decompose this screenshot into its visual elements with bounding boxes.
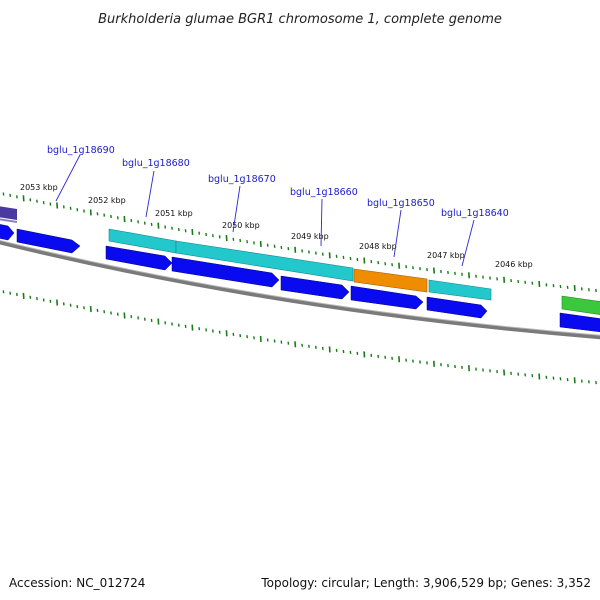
- cds-arrow[interactable]: [16, 228, 81, 254]
- kbp-label: 2047 kbp: [427, 251, 465, 260]
- accession-label: Accession: NC_012724: [9, 576, 145, 590]
- cds-arrow[interactable]: [171, 256, 280, 288]
- inner-tick-ring: [2, 290, 597, 385]
- leader-line: [461, 219, 475, 267]
- leader-line: [232, 185, 241, 233]
- kbp-label: 2046 kbp: [495, 260, 533, 269]
- kbp-label: 2048 kbp: [359, 242, 397, 251]
- cds-arrow[interactable]: [426, 296, 488, 319]
- gene-feature-purple-shade: [0, 218, 17, 223]
- leader-line: [320, 198, 323, 247]
- gene-label[interactable]: bglu_1g18640: [441, 208, 509, 219]
- cds-arrow[interactable]: [280, 275, 350, 300]
- leader-line: [393, 209, 402, 258]
- genome-summary: Topology: circular; Length: 3,906,529 bp…: [260, 576, 591, 590]
- cds-arrow[interactable]: [105, 245, 173, 271]
- cds-track: [0, 224, 600, 333]
- gene-label[interactable]: bglu_1g18690: [47, 145, 115, 156]
- cds-arrow[interactable]: [559, 312, 600, 333]
- gene-feature-bglu-1g18640[interactable]: [428, 279, 492, 301]
- kbp-label: 2049 kbp: [291, 232, 329, 241]
- kbp-scale: 2053 kbp 2052 kbp 2051 kbp 2050 kbp 2049…: [20, 183, 533, 269]
- gene-label[interactable]: bglu_1g18670: [208, 174, 276, 185]
- kbp-label: 2050 kbp: [222, 221, 260, 230]
- backbone-highlight: [0, 239, 600, 336]
- kbp-label: 2053 kbp: [20, 183, 58, 192]
- gene-label[interactable]: bglu_1g18650: [367, 198, 435, 209]
- gene-feature-bglu-1g18670[interactable]: [175, 240, 354, 282]
- leader-line: [145, 170, 155, 218]
- gene-feature-bglu-1g18650[interactable]: [353, 268, 428, 293]
- cds-arrow[interactable]: [0, 224, 15, 241]
- chromosome-backbone: [0, 240, 600, 340]
- gene-label[interactable]: bglu_1g18680: [122, 158, 190, 169]
- kbp-label: 2051 kbp: [155, 209, 193, 218]
- label-leaders: [55, 154, 475, 267]
- gene-feature-purple[interactable]: [0, 206, 17, 220]
- gene-label[interactable]: bglu_1g18660: [290, 187, 358, 198]
- leader-line: [55, 154, 81, 202]
- outer-tick-ring: [2, 192, 597, 293]
- gene-feature-green[interactable]: [561, 295, 600, 316]
- kbp-label: 2052 kbp: [88, 196, 126, 205]
- map-title: Burkholderia glumae BGR1 chromosome 1, c…: [98, 12, 502, 27]
- gene-track: [0, 206, 600, 316]
- gene-labels: bglu_1g18690 bglu_1g18680 bglu_1g18670 b…: [47, 145, 509, 219]
- cds-arrow[interactable]: [350, 285, 424, 310]
